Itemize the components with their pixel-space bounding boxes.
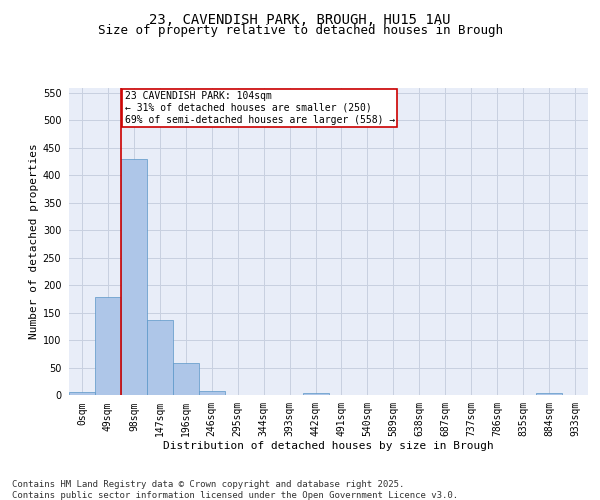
Text: 23, CAVENDISH PARK, BROUGH, HU15 1AU: 23, CAVENDISH PARK, BROUGH, HU15 1AU — [149, 12, 451, 26]
Bar — [302, 393, 329, 395]
Bar — [173, 363, 199, 395]
Text: Contains HM Land Registry data © Crown copyright and database right 2025.
Contai: Contains HM Land Registry data © Crown c… — [12, 480, 458, 500]
Bar — [95, 298, 121, 395]
Text: 23 CAVENDISH PARK: 104sqm
← 31% of detached houses are smaller (250)
69% of semi: 23 CAVENDISH PARK: 104sqm ← 31% of detac… — [125, 92, 395, 124]
Bar — [147, 320, 173, 395]
Bar — [69, 392, 95, 395]
X-axis label: Distribution of detached houses by size in Brough: Distribution of detached houses by size … — [163, 440, 494, 450]
Bar — [536, 394, 562, 395]
Text: Size of property relative to detached houses in Brough: Size of property relative to detached ho… — [97, 24, 503, 37]
Bar — [121, 159, 147, 395]
Y-axis label: Number of detached properties: Number of detached properties — [29, 144, 38, 339]
Bar — [199, 390, 224, 395]
